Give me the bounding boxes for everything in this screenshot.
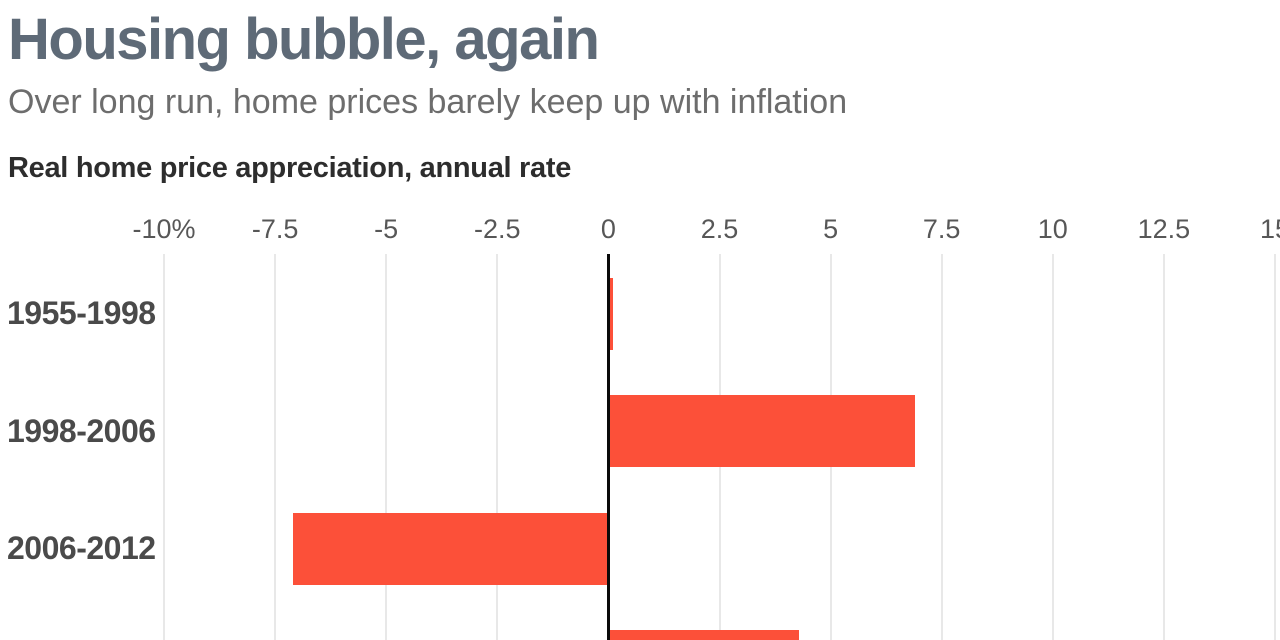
x-axis-tick-label: -10% [132,214,196,244]
x-axis-tick-label: 15 [1259,214,1280,244]
x-axis: -10% -7.5 -5 -2.5 0 2.5 5 7.5 10 12.5 15 [0,214,1280,248]
x-axis-tick-label: 2.5 [700,214,739,244]
category-label: 2006-2012 [7,530,156,566]
page-subtitle: Over long run, home prices barely keep u… [8,83,848,121]
gridline [385,254,388,640]
x-axis-tick-label: 10 [1037,214,1068,244]
x-axis-tick-label: 7.5 [922,214,961,244]
bar-row-4 [608,630,800,640]
bar-2006-2012 [292,512,609,585]
gridline [274,254,277,640]
category-label: 1998-2006 [7,412,156,449]
x-axis-tick-label: 0 [600,214,616,244]
gridline [496,254,499,640]
gridline [163,254,165,640]
bar-1998-2006 [608,395,916,468]
gridline [940,254,943,640]
x-axis-tick-label: 12.5 [1137,214,1191,244]
page-title: Housing bubble, again [8,7,600,72]
x-axis-tick-label: -7.5 [251,214,299,244]
x-axis-tick-label: -5 [374,214,399,244]
x-axis-tick-label: 5 [823,214,839,244]
zero-baseline [606,254,610,640]
chart-title: Real home price appreciation, annual rat… [8,152,572,184]
gridline [1274,254,1276,640]
bar-1955-1998 [608,277,613,350]
category-label: 1955-1998 [7,295,156,331]
gridline [1051,254,1054,640]
x-axis-tick-label: -2.5 [474,214,521,244]
gridline [1162,254,1165,640]
